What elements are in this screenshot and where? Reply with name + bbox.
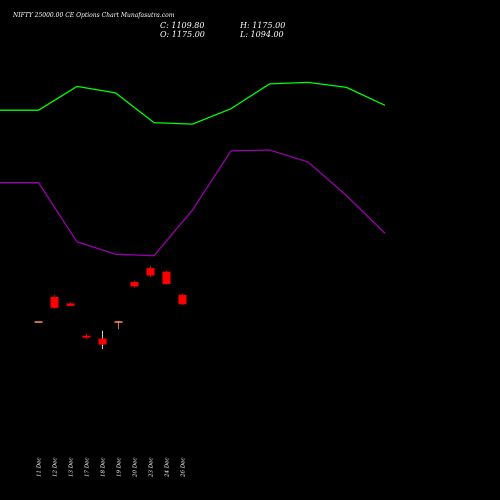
- candle-body: [50, 296, 59, 308]
- x-tick-label: 20 Dec: [133, 458, 139, 479]
- x-tick-label: 26 Dec: [181, 458, 187, 479]
- candle-body: [178, 294, 187, 305]
- candle-body: [82, 335, 91, 338]
- x-axis-ticks: 11 Dec 12 Dec 13 Dec 17 Dec 18 Dec 19 Dec 20 D…: [37, 458, 187, 479]
- lower-indicator-line: [0, 149, 386, 257]
- candle-body: [114, 321, 123, 323]
- x-tick-label: 23 Dec: [149, 458, 155, 479]
- x-tick-label: 18 Dec: [101, 458, 107, 478]
- candle-body: [34, 321, 43, 323]
- x-tick-label: 19 Dec: [117, 458, 123, 478]
- x-tick-label: 17 Dec: [85, 458, 91, 478]
- candle-body: [162, 271, 171, 284]
- candle-body: [130, 282, 139, 287]
- x-tick-label: 13 Dec: [69, 458, 75, 478]
- x-tick-label: 24 Dec: [165, 458, 171, 479]
- candle-body: [146, 268, 155, 276]
- indicator-lines: [0, 81, 386, 257]
- low-value: L: 1094.00: [239, 30, 284, 39]
- candle-body: [98, 338, 107, 345]
- candles: [34, 265, 187, 350]
- chart-title: NIFTY 25000.00 CE Options Chart Munafasu…: [12, 12, 175, 19]
- x-tick-label: 11 Dec: [37, 458, 43, 478]
- x-tick-label: 12 Dec: [53, 458, 59, 478]
- candle-body: [66, 303, 75, 306]
- upper-indicator-line: [0, 81, 386, 125]
- close-value: C: 1109.80: [160, 21, 204, 30]
- high-value: H: 1175.00: [239, 21, 285, 30]
- open-value: O: 1175.00: [160, 30, 205, 39]
